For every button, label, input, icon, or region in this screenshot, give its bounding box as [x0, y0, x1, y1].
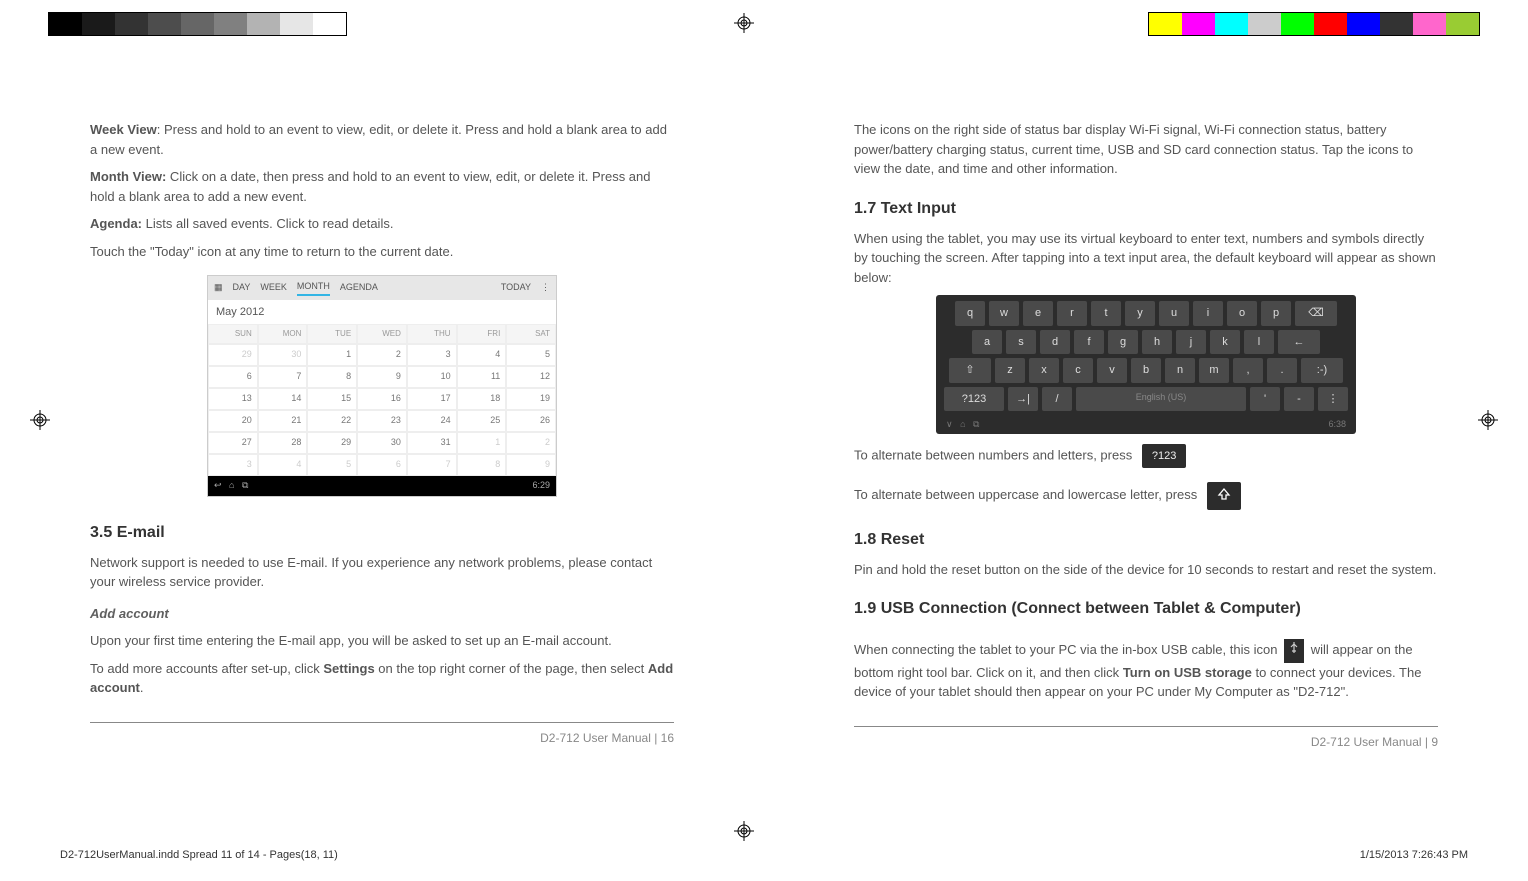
registration-mark-icon — [734, 13, 754, 33]
nav-bar: ∨ ⌂ ⧉ 6:38 — [944, 415, 1348, 432]
nav-time: 6:29 — [532, 479, 550, 493]
alt-case-text: To alternate between uppercase and lower… — [854, 482, 1438, 510]
calendar-icon: ▦ — [214, 281, 223, 295]
shift-key-icon — [1207, 482, 1241, 510]
page-footer: D2-712 User Manual | 9 — [854, 726, 1438, 751]
text-input-heading: 1.7 Text Input — [854, 197, 1438, 221]
indd-datetime: 1/15/2013 7:26:43 PM — [1360, 849, 1468, 861]
reset-paragraph: Pin and hold the reset button on the sid… — [854, 560, 1438, 580]
keyboard-row: ⇧zxcvbnm,.:-) — [944, 358, 1348, 383]
text-input-paragraph: When using the tablet, you may use its v… — [854, 229, 1438, 288]
color-swatches — [1148, 12, 1480, 36]
today-text: Touch the "Today" icon at any time to re… — [90, 242, 674, 262]
usb-icon — [1284, 639, 1304, 663]
page-right: The icons on the right side of status ba… — [764, 100, 1528, 811]
alt-numbers-text: To alternate between numbers and letters… — [854, 444, 1438, 469]
printer-marks-top — [0, 12, 1528, 36]
page-footer: D2-712 User Manual | 16 — [90, 722, 674, 747]
numbers-key: ?123 — [1142, 444, 1186, 469]
calendar-month-label: May 2012 — [208, 300, 556, 325]
spread-metadata: D2-712UserManual.indd Spread 11 of 14 - … — [60, 849, 1468, 861]
page-spread: Week View: Press and hold to an event to… — [0, 100, 1528, 811]
month-view-text: Month View: Click on a date, then press … — [90, 167, 674, 206]
reset-heading: 1.8 Reset — [854, 528, 1438, 552]
keyboard-screenshot: qwertyuiop⌫ asdfghjkl← ⇧zxcvbnm,.:-) ?12… — [936, 295, 1356, 434]
week-view-text: Week View: Press and hold to an event to… — [90, 120, 674, 159]
add-account-p2: To add more accounts after set-up, click… — [90, 659, 674, 698]
usb-heading: 1.9 USB Connection (Connect between Tabl… — [854, 597, 1438, 621]
add-account-heading: Add account — [90, 604, 674, 624]
nav-icons: ↩ ⌂ ⧉ — [214, 479, 248, 493]
keyboard-row: qwertyuiop⌫ — [944, 301, 1348, 326]
nav-icons: ∨ ⌂ ⧉ — [946, 418, 979, 432]
agenda-text: Agenda: Lists all saved events. Click to… — [90, 214, 674, 234]
grayscale-swatches — [48, 12, 347, 36]
calendar-tab: AGENDA — [340, 281, 378, 295]
nav-bar: ↩ ⌂ ⧉ 6:29 — [208, 476, 556, 496]
calendar-today: TODAY — [501, 281, 531, 295]
email-heading: 3.5 E-mail — [90, 521, 674, 545]
calendar-tab: DAY — [233, 281, 251, 295]
calendar-body: 2930123456789101112131415161718192021222… — [208, 344, 556, 476]
registration-mark-icon — [734, 821, 754, 841]
page-left: Week View: Press and hold to an event to… — [0, 100, 764, 811]
keyboard-row: ?123→|/English (US)'-⋮ — [944, 387, 1348, 412]
add-account-p1: Upon your first time entering the E-mail… — [90, 631, 674, 651]
calendar-tab: WEEK — [260, 281, 287, 295]
keyboard-row: asdfghjkl← — [944, 330, 1348, 355]
overflow-icon: ⋮ — [541, 281, 550, 295]
calendar-screenshot: ▦ DAY WEEK MONTH AGENDA TODAY ⋮ May 2012… — [207, 275, 557, 497]
status-bar-paragraph: The icons on the right side of status ba… — [854, 120, 1438, 179]
usb-paragraph: When connecting the tablet to your PC vi… — [854, 639, 1438, 702]
calendar-header-row: SUNMONTUEWEDTHUFRISAT — [208, 324, 556, 344]
email-paragraph: Network support is needed to use E-mail.… — [90, 553, 674, 592]
indd-filename: D2-712UserManual.indd Spread 11 of 14 - … — [60, 849, 338, 861]
nav-time: 6:38 — [1328, 418, 1346, 432]
calendar-tab: MONTH — [297, 280, 330, 296]
calendar-toolbar: ▦ DAY WEEK MONTH AGENDA TODAY ⋮ — [208, 276, 556, 300]
